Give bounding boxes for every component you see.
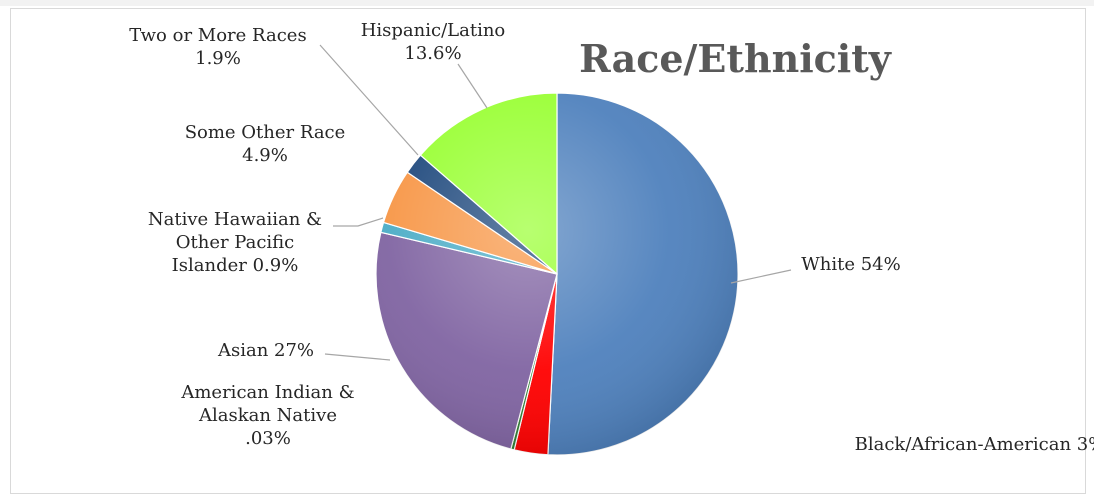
data-label-black-african-american: Black/African-American 3% (855, 434, 1094, 455)
data-label-hispanic-latino: Hispanic/Latino 13.6% (361, 20, 506, 64)
top-strip (0, 0, 1094, 6)
data-label-two-or-more-races: Two or More Races 1.9% (129, 25, 306, 69)
leader-line-hispanic-latino (457, 63, 488, 109)
leader-line-asian (324, 353, 391, 361)
chart-title: Race/Ethnicity (579, 36, 892, 81)
data-label-white: White 54% (801, 254, 900, 275)
data-label-native-hawaiian-other-pacific-islander: Native Hawaiian & Other Pacific Islander 0… (148, 209, 322, 276)
leader-line-white (730, 269, 792, 284)
data-label-some-other-race: Some Other Race 4.9% (185, 122, 346, 166)
data-label-american-indian-alaskan-native: American Indian & Alaskan Native .03% (180, 382, 354, 449)
data-label-asian: Asian 27% (217, 340, 314, 361)
leader-line-two-or-more-races (319, 44, 419, 156)
pie-slice-white (547, 92, 739, 456)
leader-line-native-hawaiian-other-pacific-islander (333, 217, 384, 227)
